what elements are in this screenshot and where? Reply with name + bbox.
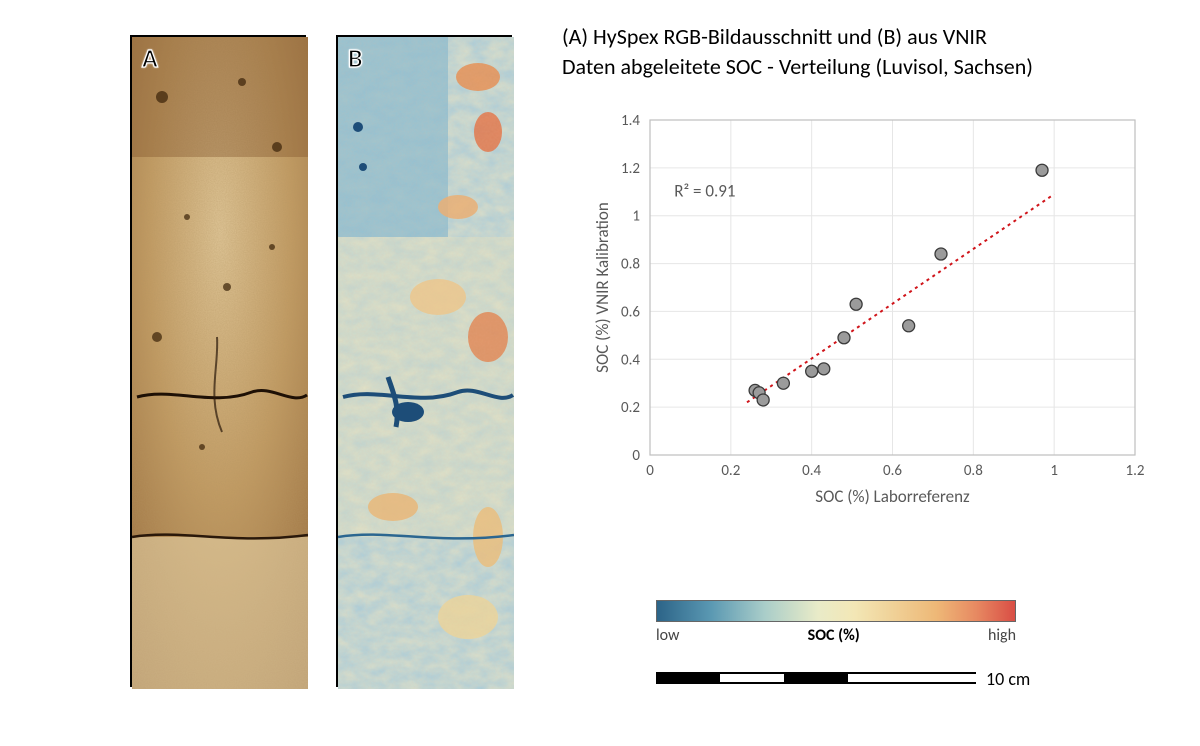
scale-bar-segment (720, 672, 784, 684)
scale-bar-segment (784, 672, 848, 684)
svg-text:0: 0 (632, 447, 640, 465)
soil-core-rgb-svg (132, 37, 308, 689)
title-line-1: (A) HySpex RGB-Bildausschnitt und (B) au… (562, 23, 987, 50)
panel-a-soil-image (130, 35, 306, 687)
colorbar-gradient (656, 600, 1016, 622)
scale-bar-segment (912, 672, 976, 684)
svg-text:0.2: 0.2 (721, 462, 740, 480)
figure-title: (A) HySpex RGB-Bildausschnitt und (B) au… (562, 22, 1033, 81)
svg-text:0.4: 0.4 (621, 351, 640, 369)
svg-text:1: 1 (1050, 462, 1058, 480)
soc-heatmap-svg (338, 37, 514, 689)
svg-text:SOC (%) VNIR Kalibration: SOC (%) VNIR Kalibration (592, 202, 613, 373)
svg-text:0.4: 0.4 (802, 462, 821, 480)
scale-bar-segment (656, 672, 720, 684)
colorbar-low-label: low (656, 626, 679, 645)
title-line-2: Daten abgeleitete SOC - Verteilung (Luvi… (562, 53, 1033, 80)
svg-text:SOC (%) Laborreferenz: SOC (%) Laborreferenz (815, 486, 970, 507)
scale-bar-label: 10 cm (986, 668, 1030, 690)
scatter-chart: 0 0.2 0.4 0.6 0.8 1 1.2 0 0.2 0.4 0.6 0.8 1 1.2 1.4 SOC… (590, 110, 1150, 510)
panel-b-soc-heatmap (336, 35, 512, 687)
scale-bar: 10 cm (656, 672, 976, 684)
svg-text:1: 1 (632, 208, 640, 226)
svg-text:1.2: 1.2 (1126, 462, 1145, 480)
scale-bar-segment (848, 672, 912, 684)
svg-text:0.2: 0.2 (621, 399, 640, 417)
colorbar-mid-label: SOC (%) (808, 626, 860, 645)
svg-text:1.2: 1.2 (621, 160, 640, 178)
colorbar-high-label: high (988, 626, 1016, 645)
svg-text:0.6: 0.6 (621, 303, 640, 321)
svg-text:0.8: 0.8 (964, 462, 983, 480)
svg-text:R² = 0.91: R² = 0.91 (674, 181, 735, 202)
soc-colorbar: low SOC (%) high (656, 600, 1016, 645)
svg-text:0.6: 0.6 (883, 462, 902, 480)
svg-text:0.8: 0.8 (621, 256, 640, 274)
svg-text:0: 0 (646, 462, 654, 480)
svg-text:1.4: 1.4 (621, 112, 640, 130)
